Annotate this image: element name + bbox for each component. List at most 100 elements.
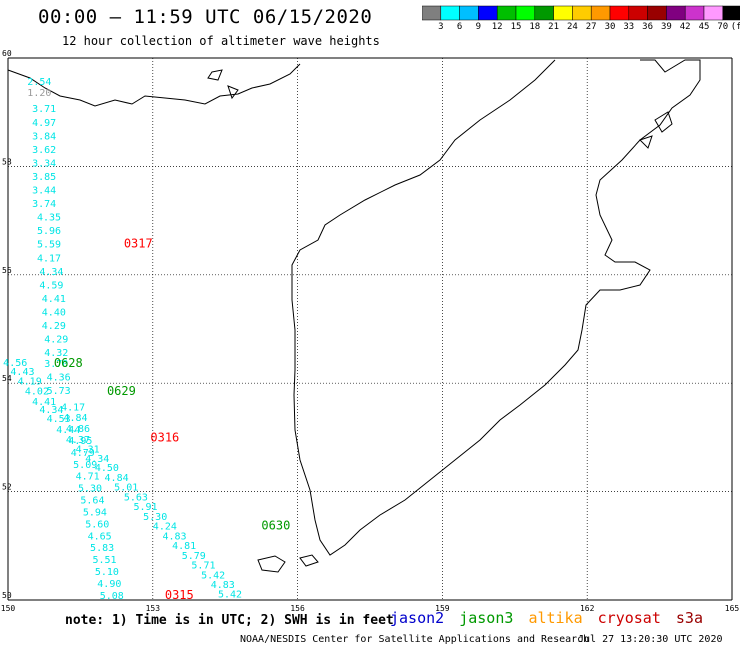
colorbar-label: 42 xyxy=(679,22,691,32)
lon-tick-label: 156 xyxy=(290,604,305,613)
lat-tick-label: 54 xyxy=(2,374,12,383)
wave-height-value: 4.65 xyxy=(88,531,112,542)
lon-tick-label: 162 xyxy=(580,604,595,613)
wave-height-value: 4.17 xyxy=(37,253,61,264)
wave-height-value: 3.84 xyxy=(32,131,56,142)
wave-height-value: 4.02 xyxy=(25,387,49,398)
pass-time-label: 0630 xyxy=(261,519,290,533)
colorbar-label: 30 xyxy=(604,22,616,32)
wave-height-value: 4.29 xyxy=(44,335,68,346)
wave-height-value: 5.08 xyxy=(100,591,124,602)
wave-height-value: 5.64 xyxy=(80,496,104,507)
wave-height-value: 4.79 xyxy=(71,448,95,459)
lon-tick-label: 153 xyxy=(146,604,161,613)
colorbar-label: 21 xyxy=(548,22,560,32)
colorbar-label: 24 xyxy=(566,22,578,32)
legend-cryosat: cryosat xyxy=(597,609,661,627)
legend-jason2: jason2 xyxy=(390,609,445,627)
lat-tick-label: 58 xyxy=(2,157,12,166)
wave-height-value: 3.44 xyxy=(32,186,56,197)
wave-height-value: 4.71 xyxy=(76,472,100,483)
wave-height-value: 5.09 xyxy=(73,460,97,471)
wave-height-value: 4.86 xyxy=(66,424,90,435)
wave-height-value: 4.35 xyxy=(37,213,61,224)
axis-ticks: 60 58 56 54 52 50 150 153 156 159 162 165 xyxy=(1,49,740,613)
wave-height-value: 4.40 xyxy=(42,307,66,318)
wave-height-value: 4.37 xyxy=(66,435,90,446)
karaginsky-island xyxy=(639,111,673,149)
colorbar-label: 12 xyxy=(491,22,503,32)
kamchatka-coast xyxy=(291,59,701,556)
kuril-island xyxy=(257,554,319,573)
wave-height-value: 5.42 xyxy=(201,570,225,581)
wave-height-value: 4.81 xyxy=(172,541,196,552)
wave-height-value: 5.73 xyxy=(47,386,71,397)
wave-height-value: 2.54 xyxy=(27,77,51,88)
colorbar-label: 39 xyxy=(660,22,672,32)
pass-time-label: 0315 xyxy=(165,588,194,602)
wave-height-value: 4.41 xyxy=(32,397,56,408)
pass-time-label: 0629 xyxy=(107,384,136,398)
legend-s3a: s3a xyxy=(675,609,703,627)
wave-height-value: 4.41 xyxy=(42,294,66,305)
colorbar-label: 15 xyxy=(510,22,522,32)
pass-time-label: 0317 xyxy=(124,237,153,251)
lat-tick-label: 52 xyxy=(2,483,12,492)
colorbar-label: 27 xyxy=(585,22,597,32)
wave-height-value: 3.62 xyxy=(32,145,56,156)
wave-height-value: 4.31 xyxy=(76,445,100,456)
wave-height-value: 4.83 xyxy=(211,580,235,591)
colorbar-label: 3 xyxy=(438,22,444,32)
wave-height-value: 4.36 xyxy=(47,372,71,383)
wave-height-value: 5.71 xyxy=(191,561,215,572)
colorbar-label: 6 xyxy=(456,22,463,32)
colorbar-label: 36 xyxy=(642,22,654,32)
wave-height-value: 3.34 xyxy=(32,158,56,169)
wave-height-value: 4.56 xyxy=(3,358,27,369)
colorbar-label: 33 xyxy=(623,22,635,32)
lat-tick-label: 60 xyxy=(2,49,12,58)
colorbar-label: 45 xyxy=(698,22,710,32)
wave-height-value: 1.20 xyxy=(27,88,51,99)
page-subtitle: 12 hour collection of altimeter wave hei… xyxy=(62,34,380,48)
time-labels: 0317 0628 0629 0316 0630 0315 xyxy=(54,237,290,602)
wave-height-value: 4.84 xyxy=(105,473,129,484)
colorbar-swatch xyxy=(722,5,740,21)
legend-jason3: jason3 xyxy=(459,609,514,627)
lon-tick-label: 165 xyxy=(725,604,740,613)
wave-height-value: 4.32 xyxy=(44,348,68,359)
wave-height-value: 4.95 xyxy=(68,436,92,447)
satellite-legend: jason2 jason3 altika cryosat s3a xyxy=(390,609,709,627)
wave-height-value: 4.17 xyxy=(61,402,85,413)
wave-height-value: 4.59 xyxy=(39,280,63,291)
wave-height-value: 5.96 xyxy=(37,226,61,237)
wave-height-value: 4.29 xyxy=(42,321,66,332)
wave-height-value: 4.97 xyxy=(32,118,56,129)
wave-height-value: 4.43 xyxy=(10,367,34,378)
colorbar xyxy=(422,5,740,21)
lon-tick-label: 159 xyxy=(435,604,450,613)
legend-altika: altika xyxy=(528,609,583,627)
units-note: note: 1) Time is in UTC; 2) SWH is in fe… xyxy=(65,613,394,628)
wave-height-value: 5.42 xyxy=(218,589,242,600)
wave-height-value: 5.91 xyxy=(133,502,157,513)
wave-height-value: 4.90 xyxy=(97,579,121,590)
wave-height-value: 5.79 xyxy=(182,551,206,562)
lon-tick-label: 150 xyxy=(1,604,16,613)
lat-tick-label: 50 xyxy=(2,591,12,600)
pass-time-label: 0628 xyxy=(54,356,83,370)
wave-height-value: 3.70 xyxy=(44,359,68,370)
magadan-coast xyxy=(7,63,301,107)
wave-height-value: 4.34 xyxy=(85,454,109,465)
wave-height-value: 5.83 xyxy=(90,543,114,554)
wave-height-value: 3.74 xyxy=(32,199,56,210)
wave-height-value: 5.30 xyxy=(143,512,167,523)
lat-tick-label: 56 xyxy=(2,266,12,275)
wave-height-value: 5.01 xyxy=(114,483,138,494)
wave-height-value: 4.84 xyxy=(64,413,88,424)
wave-height-value: 3.71 xyxy=(32,104,56,115)
wave-height-value: 5.51 xyxy=(92,555,116,566)
wave-height-value: 4.34 xyxy=(39,405,63,416)
map-grid xyxy=(7,57,733,601)
wave-height-value: 5.59 xyxy=(37,240,61,251)
